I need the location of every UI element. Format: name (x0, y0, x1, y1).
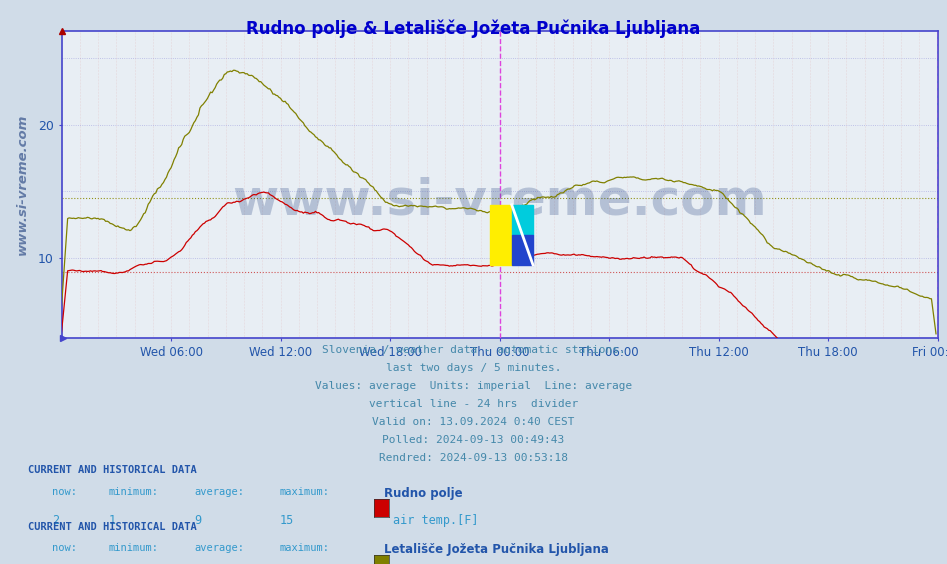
Text: maximum:: maximum: (279, 487, 330, 497)
Text: 1: 1 (109, 514, 116, 527)
Text: Letališče Jožeta Pučnika Ljubljana: Letališče Jožeta Pučnika Ljubljana (384, 543, 608, 556)
Text: last two days / 5 minutes.: last two days / 5 minutes. (385, 363, 562, 373)
Text: 2: 2 (52, 514, 60, 527)
Text: CURRENT AND HISTORICAL DATA: CURRENT AND HISTORICAL DATA (28, 465, 197, 475)
Bar (511, 205, 533, 235)
Text: CURRENT AND HISTORICAL DATA: CURRENT AND HISTORICAL DATA (28, 522, 197, 532)
Text: maximum:: maximum: (279, 543, 330, 553)
Text: Rudno polje & Letališče Jožeta Pučnika Ljubljana: Rudno polje & Letališče Jožeta Pučnika L… (246, 20, 701, 38)
Text: now:: now: (52, 487, 77, 497)
Text: Rendred: 2024-09-13 00:53:18: Rendred: 2024-09-13 00:53:18 (379, 453, 568, 464)
Text: minimum:: minimum: (109, 543, 159, 553)
Text: 15: 15 (279, 514, 294, 527)
Text: Valid on: 13.09.2024 0:40 CEST: Valid on: 13.09.2024 0:40 CEST (372, 417, 575, 428)
Text: average:: average: (194, 487, 244, 497)
Text: 9: 9 (194, 514, 202, 527)
Text: www.si-vreme.com: www.si-vreme.com (232, 176, 767, 224)
Bar (491, 205, 511, 265)
Text: Rudno polje: Rudno polje (384, 487, 462, 500)
Text: Polled: 2024-09-13 00:49:43: Polled: 2024-09-13 00:49:43 (383, 435, 564, 446)
Text: average:: average: (194, 543, 244, 553)
Text: www.si-vreme.com: www.si-vreme.com (16, 114, 28, 255)
Text: air temp.[F]: air temp.[F] (393, 514, 478, 527)
Text: vertical line - 24 hrs  divider: vertical line - 24 hrs divider (369, 399, 578, 409)
Text: now:: now: (52, 543, 77, 553)
Text: Slovenia / weather data - automatic stations.: Slovenia / weather data - automatic stat… (322, 345, 625, 355)
Bar (511, 235, 533, 265)
Text: Values: average  Units: imperial  Line: average: Values: average Units: imperial Line: av… (314, 381, 633, 391)
Text: minimum:: minimum: (109, 487, 159, 497)
